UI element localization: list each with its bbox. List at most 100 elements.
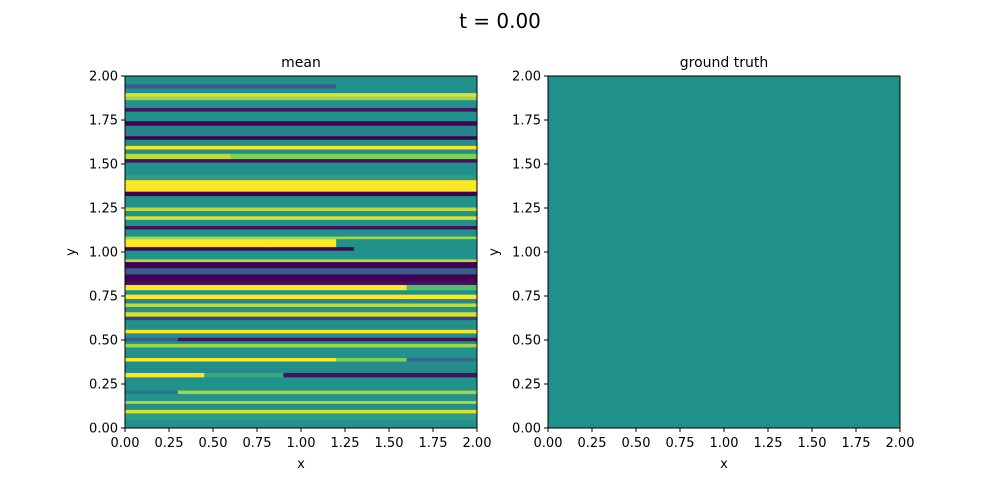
heatmap-cell	[125, 83, 337, 89]
heatmap-cell	[125, 236, 478, 240]
heatmap-cell	[125, 420, 478, 429]
heatmap-cell	[125, 267, 478, 275]
heatmap-cell	[125, 400, 478, 404]
heatmap-cell	[125, 281, 478, 285]
x-tick-label: 1.75	[842, 436, 871, 451]
x-axis-label: x	[720, 457, 728, 472]
y-tick-label: 1.50	[89, 158, 118, 173]
heatmap-cell	[125, 158, 478, 163]
x-tick-label: 0.25	[578, 436, 607, 451]
x-tick-label: 1.00	[710, 436, 739, 451]
heatmap-cell	[125, 153, 231, 160]
mean-panel: 0.00 0.25 0.50 0.75 1.00 1.25 1.50 1.75 2.00 0.00…	[64, 55, 491, 472]
heatmap-cell	[265, 238, 337, 248]
heatmap-cell	[125, 125, 478, 137]
x-tick-label: 0.75	[666, 436, 695, 451]
heatmap-cell	[125, 306, 478, 313]
heatmap-cell	[125, 174, 478, 181]
heatmap-cell	[125, 372, 205, 378]
y-axis-label: y	[487, 248, 502, 256]
heatmap-cell	[125, 298, 478, 304]
y-tick-label: 0.75	[89, 290, 118, 305]
heatmap-cell	[406, 357, 478, 362]
heatmap-cell	[125, 92, 478, 97]
heatmap-cell	[125, 76, 478, 85]
heatmap-cell	[336, 357, 407, 362]
heatmap-cell	[125, 229, 478, 237]
x-tick-label: 0.00	[111, 436, 140, 451]
heatmap-cell	[125, 316, 478, 321]
x-tick-label: 1.75	[419, 436, 448, 451]
heatmap-cell	[125, 111, 478, 122]
x-tick-label: 1.00	[287, 436, 316, 451]
heatmap-cell	[125, 340, 478, 344]
heatmap-cell	[125, 195, 478, 208]
y-tick-label: 1.75	[89, 114, 118, 129]
heatmap-cell	[125, 145, 478, 150]
heatmap-cell	[125, 361, 478, 373]
heatmap-cell	[125, 149, 478, 154]
figure-suptitle: t = 0.00	[459, 9, 541, 33]
heatmap-cell	[125, 332, 478, 338]
panel-title: mean	[281, 55, 321, 71]
heatmap-cell	[125, 337, 179, 342]
heatmap-cell	[125, 120, 478, 126]
heatmap-cell	[125, 289, 478, 295]
heatmap-cell	[125, 343, 478, 348]
heatmap-cell	[125, 409, 478, 414]
x-tick-label: 0.00	[534, 436, 563, 451]
heatmap-cell	[125, 250, 478, 260]
heatmap-cell	[336, 83, 478, 89]
x-tick-label: 2.00	[886, 436, 915, 451]
x-tick-label: 0.25	[155, 436, 184, 451]
heatmap-cell	[125, 135, 478, 140]
heatmap-cell	[125, 347, 478, 358]
heatmap-cell	[125, 403, 478, 410]
heatmap-cell	[125, 329, 478, 334]
y-tick-label: 0.00	[512, 422, 541, 437]
heatmap-cell	[177, 390, 478, 395]
heatmap-cell	[125, 274, 478, 282]
heatmap-cell	[125, 99, 478, 109]
x-tick-label: 1.50	[375, 436, 404, 451]
heatmap-cell	[125, 246, 355, 251]
x-axis-label: x	[297, 457, 305, 472]
heatmap-cell	[125, 319, 478, 330]
heatmap-cell	[125, 238, 267, 248]
y-tick-label: 1.25	[512, 202, 541, 217]
heatmap-cell	[125, 96, 478, 101]
heatmap-cell	[125, 357, 337, 362]
y-tick-label: 0.75	[512, 290, 541, 305]
heatmap-cell	[204, 372, 284, 378]
heatmap-cell	[125, 191, 478, 197]
heatmap-cell	[125, 162, 478, 175]
heatmap-cell	[548, 76, 900, 428]
heatmap-cell	[125, 207, 478, 212]
heatmap-cell	[125, 225, 478, 230]
y-tick-label: 0.50	[512, 334, 541, 349]
x-tick-label: 1.50	[798, 436, 827, 451]
heatmap-cell	[125, 215, 478, 220]
heatmap-cell	[125, 413, 478, 421]
x-tick-label: 0.50	[199, 436, 228, 451]
heatmap-cell	[283, 372, 478, 378]
heatmap-cell	[125, 376, 478, 391]
y-tick-label: 2.00	[89, 70, 118, 85]
y-tick-label: 0.25	[512, 378, 541, 393]
y-tick-label: 0.50	[89, 334, 118, 349]
heatmap-cell	[230, 153, 478, 160]
heatmap-cell	[353, 246, 478, 251]
heatmap-cell	[125, 303, 478, 307]
heatmap-cell	[125, 219, 478, 226]
heatmap-cell	[125, 88, 478, 94]
x-tick-label: 0.50	[622, 436, 651, 451]
y-tick-label: 1.00	[512, 246, 541, 261]
panel-title: ground truth	[680, 55, 768, 71]
y-tick-label: 0.00	[89, 422, 118, 437]
heatmap-cell	[125, 294, 478, 300]
y-tick-label: 1.75	[512, 114, 541, 129]
heatmap-cell	[336, 238, 478, 248]
y-tick-label: 1.25	[89, 202, 118, 217]
heatmap-cell	[177, 337, 478, 342]
